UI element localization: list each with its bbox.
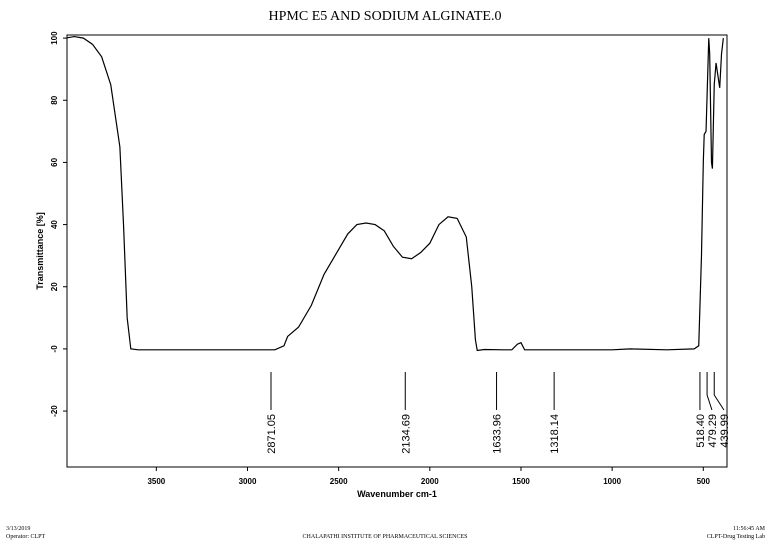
peak-label: 518.40 — [695, 414, 707, 448]
peak-label: 1633.96 — [492, 414, 504, 454]
y-tick-label: 40 — [50, 220, 59, 229]
y-tick-label: 60 — [50, 157, 59, 166]
y-tick-label: 80 — [50, 95, 59, 104]
footer-operator: Operator: CLPT — [6, 534, 45, 540]
chart-title: HPMC E5 AND SODIUM ALGINATE.0 — [269, 9, 502, 24]
x-axis-label: Wavenumber cm-1 — [357, 489, 437, 499]
y-tick-label: 20 — [50, 282, 59, 291]
peak-label: 479.29 — [707, 414, 719, 448]
x-tick-label: 500 — [697, 477, 711, 486]
y-tick-label: 100 — [50, 31, 59, 45]
peak-label: 2134.69 — [400, 414, 412, 454]
x-tick-label: 3500 — [147, 477, 165, 486]
footer-date: 3/13/2019 — [6, 526, 30, 532]
peak-marker — [706, 372, 713, 411]
peak-label: 1318.14 — [549, 414, 561, 454]
x-tick-label: 1000 — [603, 477, 621, 486]
y-tick-label: -0 — [50, 345, 59, 353]
x-tick-label: 3000 — [239, 477, 257, 486]
y-tick-label: -20 — [50, 405, 59, 417]
spectrum-line — [67, 35, 724, 352]
x-tick-label: 2500 — [330, 477, 348, 486]
peak-label: 439.99 — [719, 414, 731, 448]
peak-marker — [713, 372, 725, 411]
footer-lab: CLPT-Drug Testing Lab — [707, 534, 765, 540]
x-tick-label: 2000 — [421, 477, 439, 486]
x-tick-label: 1500 — [512, 477, 530, 486]
peak-label: 2871.05 — [266, 414, 278, 454]
y-axis-label: Transmittance [%] — [35, 212, 45, 290]
footer-time: 11:56:45 AM — [733, 526, 766, 532]
footer-institute: CHALAPATHI INSTITUTE OF PHARMACEUTICAL S… — [303, 534, 468, 540]
plot-frame — [66, 34, 728, 468]
